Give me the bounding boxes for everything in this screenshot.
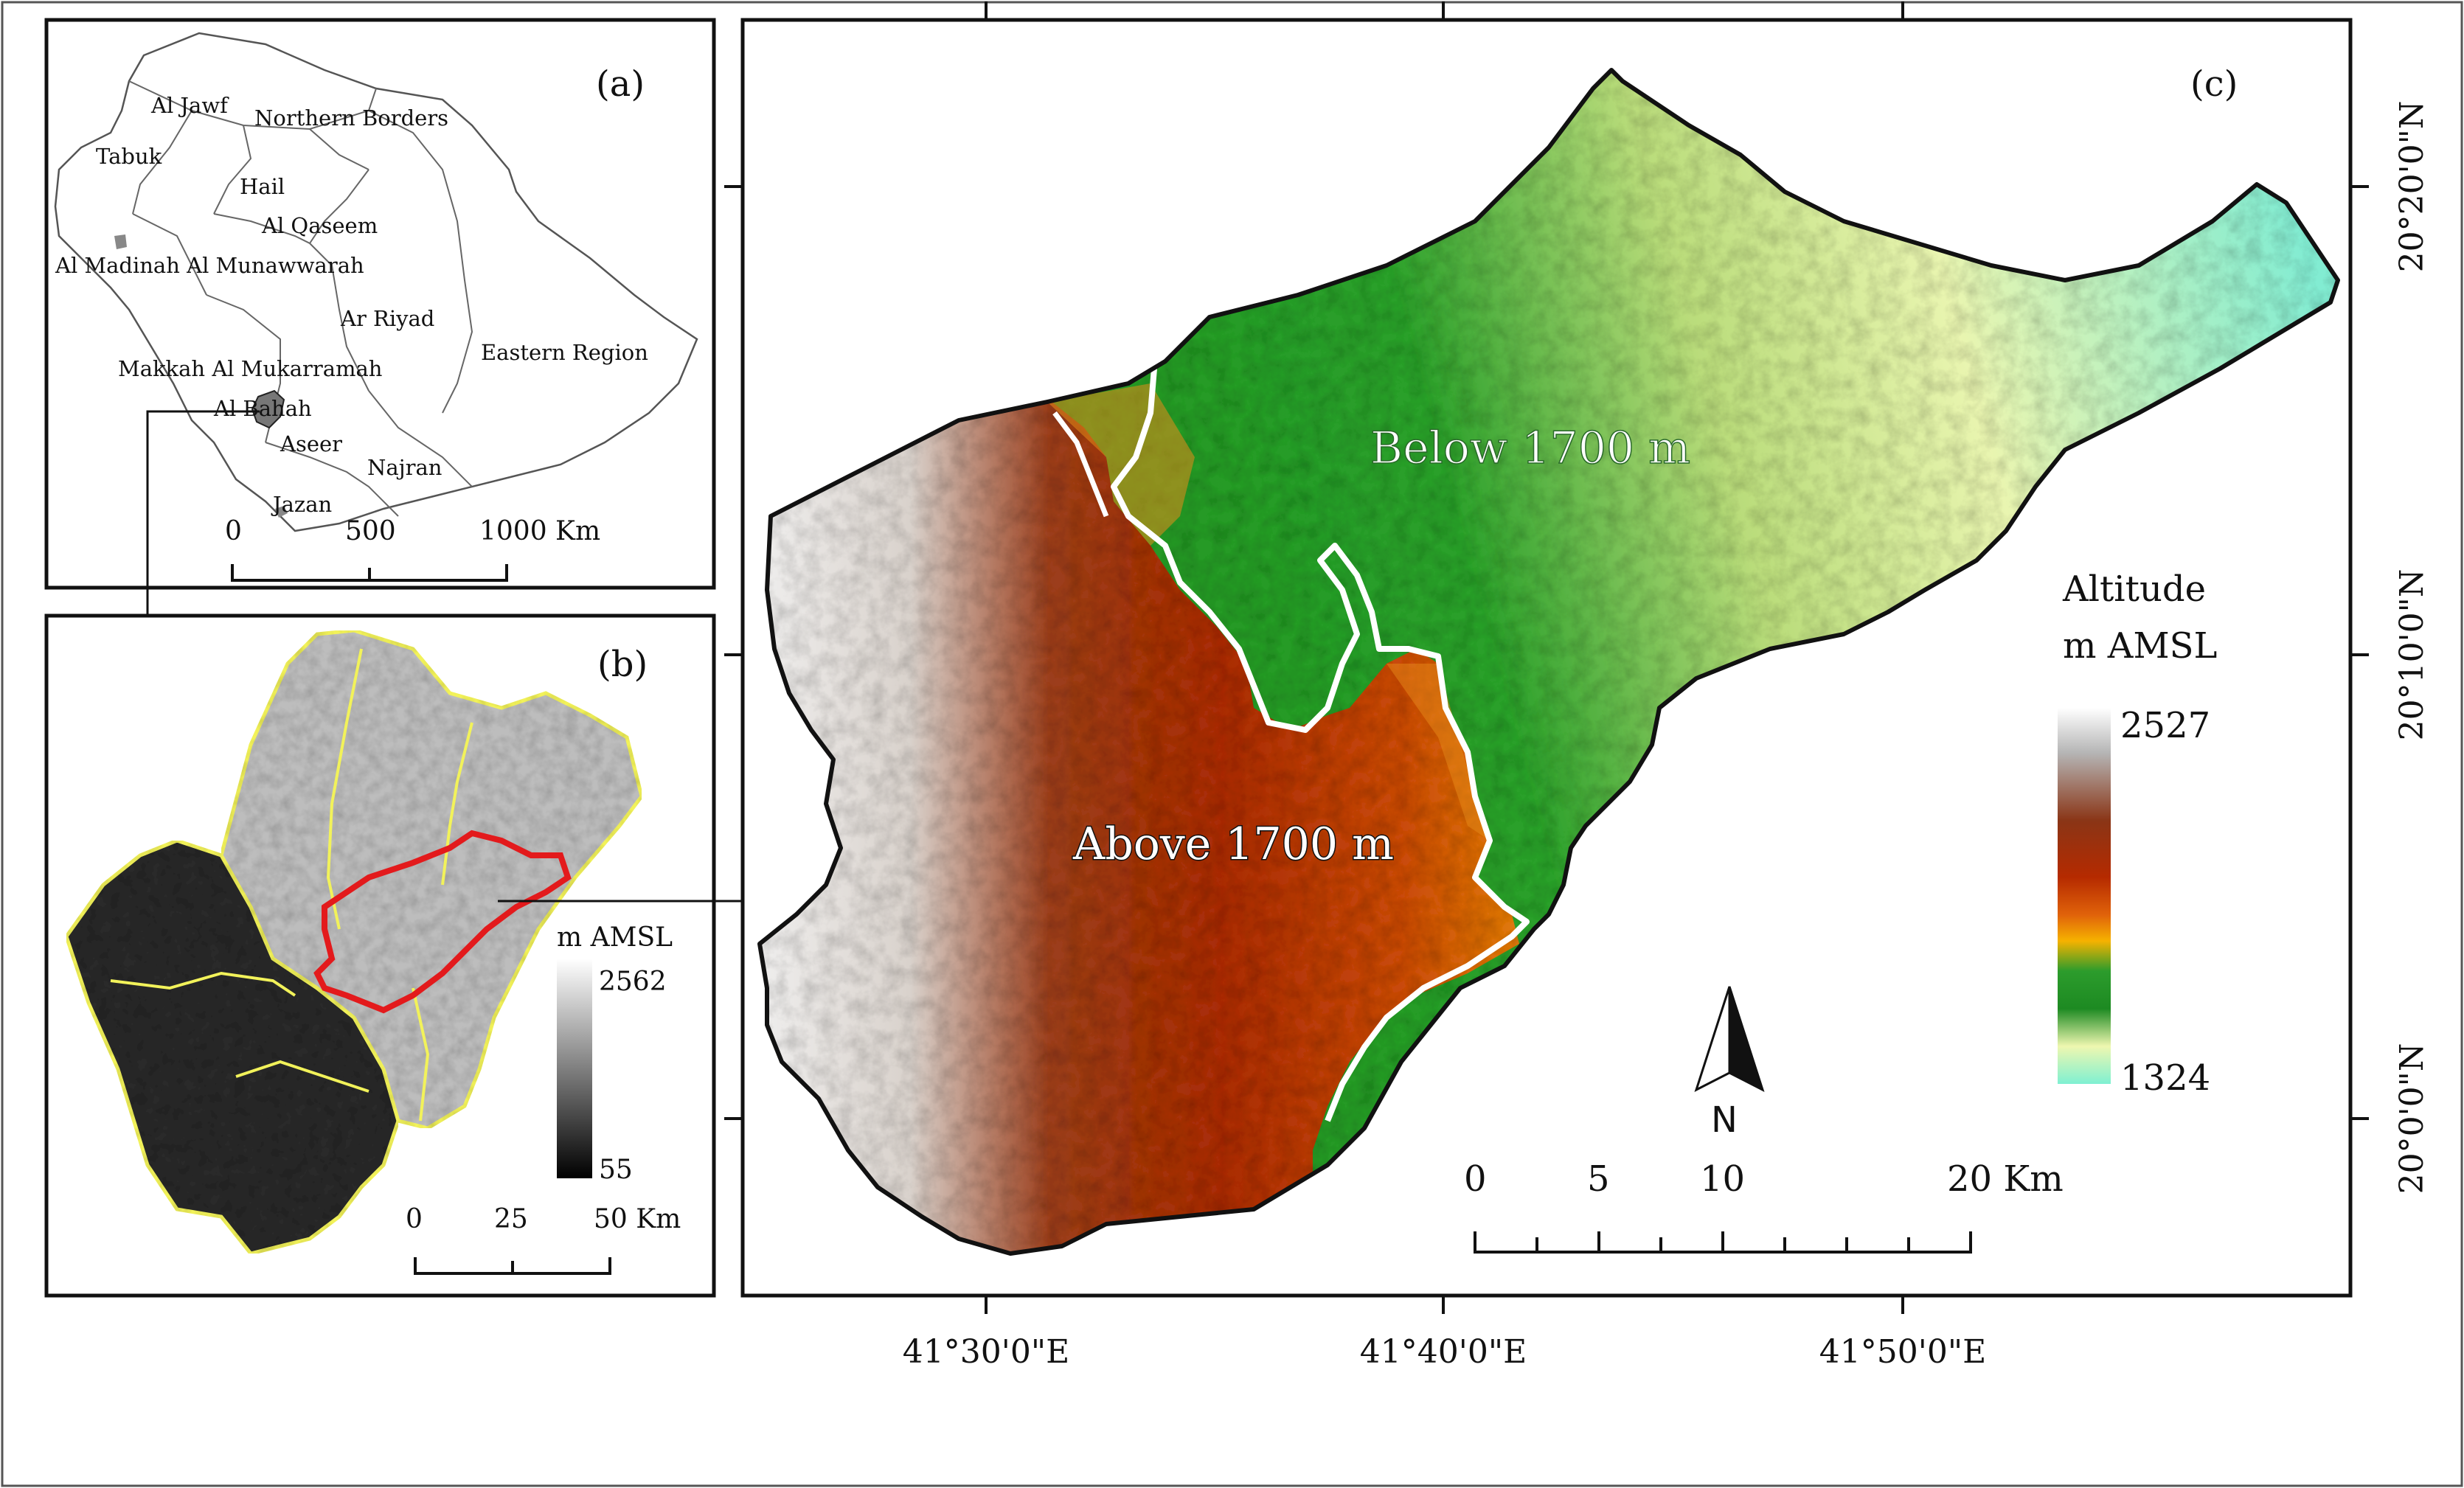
graticule-ticks xyxy=(724,1,2369,1314)
zone-label-above: Above 1700 m xyxy=(1072,818,1394,870)
panel-c-scalebar xyxy=(1474,1231,1972,1254)
panel-c-study-area-dem: Below 1700 m Above 1700 m (c) Altitude m… xyxy=(724,1,2431,1371)
study-area-outline[interactable] xyxy=(313,830,572,1014)
scalebar-c-tick-1: 5 xyxy=(1587,1158,1610,1200)
region-al-bahah: Al Bahah xyxy=(213,396,312,421)
lon-label-1: 41°40'0"E xyxy=(1360,1333,1527,1371)
region-najran: Najran xyxy=(367,455,443,480)
panel-a-scalebar: 0 500 1000 Km xyxy=(225,516,600,582)
region-aseer: Aseer xyxy=(280,431,342,456)
study-area-boundary xyxy=(757,68,2340,1256)
region-hail: Hail xyxy=(240,174,285,199)
legend-c-title-2: m AMSL xyxy=(2063,625,2217,667)
north-label: N xyxy=(1711,1099,1738,1141)
region-al-madinah: Al Madinah Al Munawwarah xyxy=(55,253,364,278)
region-ar-riyad: Ar Riyad xyxy=(340,306,434,331)
lon-label-0: 41°30'0"E xyxy=(903,1333,1069,1371)
jazan-islands xyxy=(275,506,288,518)
lon-label-2: 41°50'0"E xyxy=(1819,1333,1986,1371)
north-arrow: N xyxy=(1694,986,1765,1141)
al-bahah-highland xyxy=(219,628,644,1130)
region-tabuk: Tabuk xyxy=(96,144,162,169)
region-al-qaseem: Al Qaseem xyxy=(261,213,378,238)
scalebar-a-tick-1: 500 xyxy=(345,516,396,546)
panel-a-label: (a) xyxy=(596,63,645,105)
lat-label-1: 20°10'0"N xyxy=(2393,569,2431,741)
legend-c-title-1: Altitude xyxy=(2062,569,2206,610)
coast-islands xyxy=(114,234,127,249)
lat-label-2: 20°0'0"N xyxy=(2393,1043,2431,1195)
panel-a-saudi-map: Al Jawf Northern Borders Tabuk Hail Al Q… xyxy=(44,18,716,590)
zone-label-below: Below 1700 m xyxy=(1370,423,1690,474)
panel-b-label: (b) xyxy=(597,644,648,685)
province-boundaries xyxy=(128,80,473,517)
scalebar-a-tick-2: 1000 Km xyxy=(479,516,600,546)
subbasin-lines xyxy=(110,648,473,1122)
scalebar-a-tick-0: 0 xyxy=(225,516,242,546)
legend-b-title: m AMSL xyxy=(557,922,673,953)
panel-c-label: (c) xyxy=(2190,63,2238,105)
scalebar-c-tick-3: 20 Km xyxy=(1947,1158,2064,1200)
panel-b-legend: m AMSL 2562 55 xyxy=(557,922,673,1185)
legend-c-ramp xyxy=(2058,708,2111,1084)
scalebar-c-tick-0: 0 xyxy=(1464,1158,1487,1200)
contour-1700m xyxy=(1111,368,1530,1122)
region-eastern: Eastern Region xyxy=(481,340,648,365)
legend-b-max: 2562 xyxy=(599,967,667,997)
legend-b-ramp xyxy=(557,959,592,1178)
panel-c-legend: Altitude m AMSL 2527 1324 xyxy=(2058,569,2217,1099)
panel-b-scalebar: 0 25 50 Km xyxy=(406,1204,681,1275)
al-bahah-lowland xyxy=(64,838,400,1256)
scalebar-b-tick-1: 25 xyxy=(494,1204,528,1234)
legend-c-max: 2527 xyxy=(2120,705,2210,746)
highland-zone xyxy=(760,398,1519,1254)
panel-b-al-bahah-dem: (b) m AMSL 2562 55 0 25 50 Km xyxy=(44,613,716,1298)
saudi-outline xyxy=(54,32,698,532)
region-al-jawf: Al Jawf xyxy=(150,93,229,118)
scalebar-c-tick-2: 10 xyxy=(1700,1158,1745,1200)
lat-label-0: 20°20'0"N xyxy=(2393,101,2431,273)
contour-1700m-branch xyxy=(1052,411,1109,518)
region-northern-borders: Northern Borders xyxy=(254,105,448,131)
legend-b-min: 55 xyxy=(599,1155,633,1185)
scalebar-b-tick-0: 0 xyxy=(406,1204,423,1234)
scalebar-b-tick-2: 50 Km xyxy=(594,1204,681,1234)
legend-c-min: 1324 xyxy=(2120,1057,2210,1099)
region-makkah: Makkah Al Mukarramah xyxy=(118,356,382,381)
region-jazan: Jazan xyxy=(271,492,332,517)
